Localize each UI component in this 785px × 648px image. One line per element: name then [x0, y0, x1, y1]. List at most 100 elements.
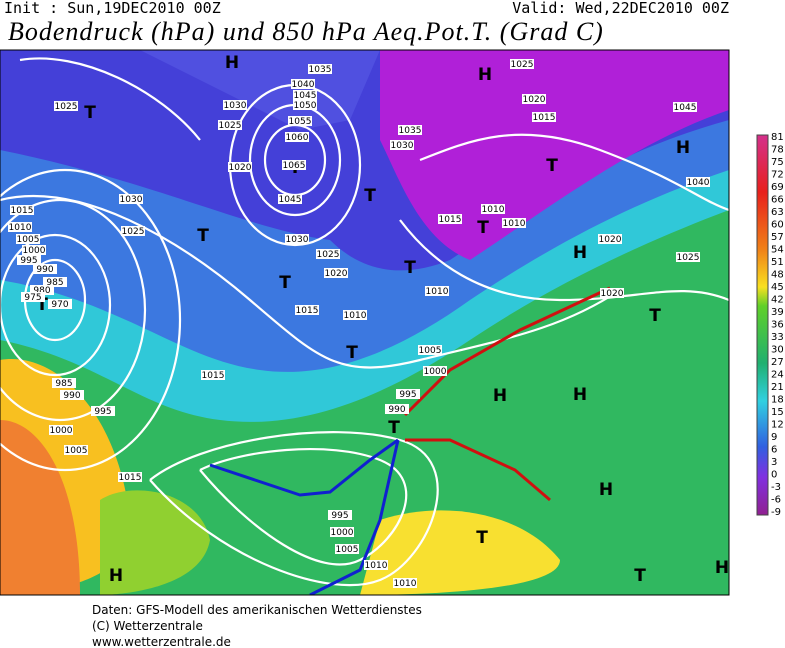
isobar-label: 1020: [523, 95, 546, 105]
isobar-label: 1015: [202, 371, 225, 381]
isobar-label-box: [285, 132, 309, 142]
isobar-label-box: [343, 310, 367, 320]
isobar-label: 1055: [289, 117, 312, 127]
isobar-label-box: [282, 160, 306, 170]
isobar-label: 990: [63, 391, 80, 401]
pressure-center: H: [599, 480, 613, 500]
scale-label: 51: [771, 257, 784, 268]
isobar-label-box: [438, 214, 462, 224]
isobar-label: 1000: [424, 367, 447, 377]
isobar-label: 1025: [55, 102, 78, 112]
isobar-label-box: [60, 390, 84, 400]
pressure-center: T: [388, 418, 400, 438]
pressure-center: H: [493, 386, 507, 406]
isobar-label: 1060: [286, 133, 309, 143]
isobar-label: 1025: [219, 121, 242, 131]
scale-label: -9: [771, 507, 781, 518]
isobar-label-box: [418, 345, 442, 355]
isobar-label-box: [510, 59, 534, 69]
isobar-label: 1010: [365, 561, 388, 571]
isobar-label-box: [119, 194, 143, 204]
isobar-label: 1020: [229, 163, 252, 173]
pressure-center: T: [197, 226, 209, 246]
isobar-label: 1025: [317, 250, 340, 260]
isobar-label-box: [201, 370, 225, 380]
isobar-label: 1045: [279, 195, 302, 205]
isobar-label: 1000: [23, 246, 46, 256]
pressure-center: H: [573, 243, 587, 263]
isobar-label-box: [293, 90, 317, 100]
pressure-center: T: [649, 306, 661, 326]
isobar-label-box: [91, 406, 115, 416]
isobar-label: 1040: [292, 80, 315, 90]
isobar-label: 995: [399, 390, 416, 400]
footer-line: www.wetterzentrale.de: [92, 635, 231, 648]
isobar-label-box: [390, 140, 414, 150]
isobar-label: 1015: [296, 306, 319, 316]
isobar-label: 1010: [344, 311, 367, 321]
pressure-center: T: [364, 186, 376, 206]
isobar-label-box: [308, 64, 332, 74]
pressure-center: T: [546, 156, 558, 176]
isobar-label-box: [218, 120, 242, 130]
isobar-label-box: [223, 100, 247, 110]
init-time: Init : Sun,19DEC2010 00Z: [4, 0, 221, 17]
isobar-label-box: [52, 378, 76, 388]
isobar-label: 1030: [120, 195, 143, 205]
isobar-label: 990: [36, 265, 53, 275]
scale-label: 0: [771, 470, 777, 481]
isobar-label-box: [22, 245, 46, 255]
footer-line: Daten: GFS-Modell des amerikanischen Wet…: [92, 603, 422, 617]
scale-label: 39: [771, 307, 784, 318]
isobar-label-box: [285, 234, 309, 244]
isobar-label-box: [121, 226, 145, 236]
isobar-label: 1040: [687, 178, 710, 188]
isobar-label-box: [17, 255, 41, 265]
isobar-label-box: [21, 292, 45, 302]
pressure-center: T: [84, 103, 96, 123]
pressure-center: H: [573, 385, 587, 405]
isobar-label: 1035: [309, 65, 332, 75]
isobar-label: 1030: [391, 141, 414, 151]
isobar-label-box: [316, 249, 340, 259]
scale-label: 30: [771, 345, 784, 356]
scale-label: 72: [771, 170, 784, 181]
isobar-label-box: [43, 277, 67, 287]
scale-label: -3: [771, 482, 781, 493]
isobar-label-box: [33, 264, 57, 274]
scale-label: 15: [771, 407, 784, 418]
isobar-label-box: [385, 404, 409, 414]
isobar-label: 1050: [294, 101, 317, 111]
isobar-label: 1010: [9, 223, 32, 233]
isobar-label: 1035: [399, 126, 422, 136]
isobar-label-box: [30, 285, 54, 295]
scale-label: 54: [771, 245, 784, 256]
isobar-label: 1025: [122, 227, 145, 237]
pressure-center: H: [109, 566, 123, 586]
map: HHTTTHTTTHTTTTTHHTHTHTH10251035104010451…: [0, 50, 729, 595]
isobar-label-box: [324, 268, 348, 278]
isobar-label-box: [330, 527, 354, 537]
isobar-label: 1010: [503, 219, 526, 229]
scale-label: 66: [771, 195, 784, 206]
isobar-label: 990: [388, 405, 405, 415]
isobar-label: 1020: [325, 269, 348, 279]
isobar-label: 995: [94, 407, 111, 417]
scale-label: 9: [771, 432, 777, 443]
isobar-label-box: [600, 288, 624, 298]
scale-label: 45: [771, 282, 784, 293]
isobar-label-box: [686, 177, 710, 187]
scale-label: 81: [771, 132, 784, 143]
isobar-label-box: [328, 510, 352, 520]
isobar-label: 970: [51, 300, 68, 310]
isobar-label-box: [423, 366, 447, 376]
isobar-label: 985: [55, 379, 72, 389]
isobar-label: 985: [46, 278, 63, 288]
isobar-label: 995: [20, 256, 37, 266]
isobar-label: 1000: [50, 426, 73, 436]
isobar-label-box: [532, 112, 556, 122]
isobar-label: 1020: [599, 235, 622, 245]
isobar-label: 1015: [11, 206, 34, 216]
pressure-center: T: [634, 566, 646, 586]
